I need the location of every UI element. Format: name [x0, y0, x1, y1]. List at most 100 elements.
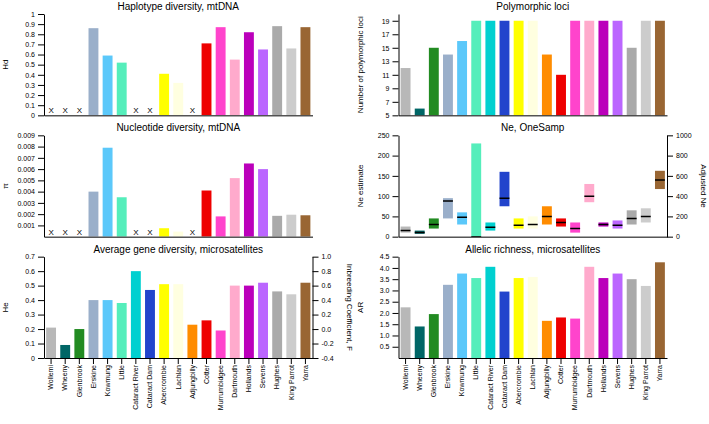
tick-label: Yarra: [656, 365, 663, 382]
tick-label: -0.4: [322, 355, 334, 362]
annotation: X: [63, 106, 69, 115]
tick-label: Lachlan: [529, 365, 536, 390]
tick-mark: [38, 75, 44, 76]
bar: [173, 83, 183, 115]
bar: [216, 27, 226, 115]
tick-mark: [38, 135, 44, 136]
tick-label: 0: [31, 355, 35, 362]
tick-label: 0.7: [25, 253, 35, 260]
tick-label: 1000: [676, 132, 692, 139]
axis-line: [44, 257, 45, 358]
bar: [542, 321, 552, 358]
tick-mark: [277, 358, 278, 364]
range-bar: [584, 184, 594, 202]
tick-mark: [313, 257, 319, 258]
tick-label: 0.001: [17, 222, 35, 229]
x-axis: [45, 115, 314, 116]
y-axis: 0.51.01.52.02.53.03.54.04.5: [380, 253, 399, 358]
median-line: [471, 236, 481, 237]
tick: 800: [667, 152, 688, 159]
tick-label: 0.009: [17, 132, 35, 139]
tick-label: 13: [382, 58, 390, 65]
tick-mark: [659, 358, 660, 364]
bar: [514, 21, 524, 116]
median-line: [528, 224, 538, 226]
panel: 0.51.01.52.02.53.03.54.04.5WollemiWheeny…: [356, 244, 668, 410]
annotation: X: [77, 106, 83, 115]
plot-area: [89, 26, 311, 115]
bar: [187, 325, 197, 358]
tick-label: 0.4: [322, 297, 332, 304]
tick-mark: [38, 44, 44, 45]
tick-mark: [38, 14, 44, 15]
tick-mark: [447, 358, 448, 364]
tick: Cataract Dam: [146, 358, 153, 408]
median-line: [415, 232, 425, 234]
tick-mark: [38, 115, 44, 116]
bar: [415, 326, 425, 358]
bar: [443, 285, 453, 358]
tick-mark: [313, 329, 319, 330]
tick-label: King Parrot: [288, 365, 296, 400]
annotation: X: [147, 228, 153, 237]
tick-label: 0.2: [322, 311, 332, 318]
tick-mark: [393, 196, 399, 197]
tick-mark: [393, 335, 399, 336]
tick-mark: [393, 347, 399, 348]
median-line: [443, 200, 453, 202]
tick-mark: [38, 315, 44, 316]
range-bar: [415, 231, 425, 234]
tick: 4.0: [380, 265, 399, 272]
tick: Yarra: [302, 358, 309, 382]
tick-mark: [38, 192, 44, 193]
tick: Cotter: [557, 358, 564, 384]
tick-label: Cataract Dam: [146, 365, 153, 408]
tick-label: Wollemi: [402, 365, 409, 390]
tick-label: 0.8: [25, 31, 35, 38]
y-axis-title: Hd: [1, 60, 10, 70]
range-bar: [641, 208, 651, 222]
tick: 0.2: [25, 92, 44, 99]
y-axis: 5791113151719: [382, 15, 399, 120]
tick-label: 150: [378, 173, 390, 180]
tick: 0.7: [25, 41, 44, 48]
tick-label: Murrumbidgee: [571, 365, 579, 410]
tick: Kowmung: [104, 358, 112, 396]
tick: Glenbrook: [76, 358, 83, 397]
bar: [556, 75, 566, 116]
tick-label: 9: [386, 85, 390, 92]
bar: [230, 60, 240, 116]
tick: Cotter: [203, 358, 210, 384]
panel: 00.10.20.30.40.50.60.70.80.91XXXXXXHaplo…: [1, 1, 313, 119]
bar: [159, 228, 169, 236]
tick-mark: [393, 324, 399, 325]
tick-label: Hollands: [245, 365, 252, 393]
figure: 00.10.20.30.40.50.60.70.80.91XXXXXXHaplo…: [0, 0, 709, 424]
tick: 0.005: [17, 177, 44, 184]
bar: [202, 43, 212, 115]
tick: 250: [378, 132, 399, 139]
tick: Wheeny: [61, 358, 69, 391]
tick: 17: [382, 31, 399, 38]
tick-mark: [38, 95, 44, 96]
axis-line: [399, 15, 400, 116]
tick: 19: [382, 17, 399, 24]
bar: [244, 32, 254, 115]
tick-label: Little: [118, 365, 125, 380]
tick-mark: [393, 61, 399, 62]
tick-label: Kowmung: [104, 365, 112, 396]
tick: 0.003: [17, 200, 44, 207]
tick-label: 0.1: [25, 102, 35, 109]
bar: [286, 48, 296, 115]
y-axis: 0.0010.0020.0030.0040.0050.0060.0070.008…: [17, 132, 44, 237]
tick-mark: [38, 271, 44, 272]
tick: Lachlan: [529, 358, 536, 390]
tick: Cataract River: [132, 358, 139, 410]
tick-label: Erskine: [90, 365, 97, 388]
tick-label: Hughes: [273, 365, 281, 390]
bar: [258, 169, 268, 237]
bar: [202, 320, 212, 358]
tick-label: Cataract Dam: [501, 365, 508, 408]
tick: Wollemi: [402, 358, 409, 390]
bar: [528, 21, 538, 116]
